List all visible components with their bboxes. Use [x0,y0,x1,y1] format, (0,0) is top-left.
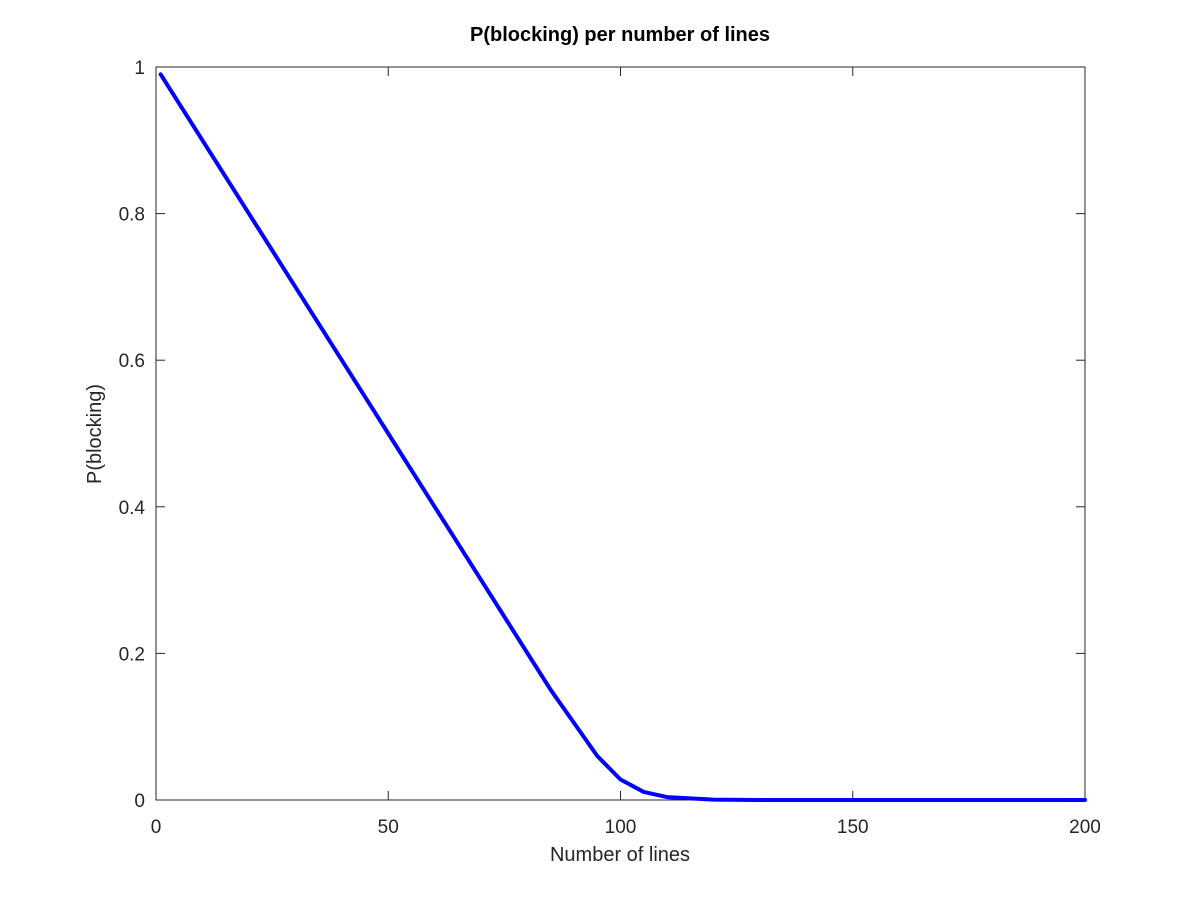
x-tick-label: 50 [378,817,399,838]
y-tick-label: 0.4 [119,498,146,519]
x-axis-label: Number of lines [550,844,690,866]
series-line [158,72,1087,802]
x-tick-label: 150 [837,817,869,838]
y-tick-label: 0.6 [119,351,145,372]
x-tick-label: 200 [1069,817,1101,838]
x-tick-label: 100 [605,817,637,838]
chart-title: P(blocking) per number of lines [470,24,770,46]
plot-frame [155,66,1086,801]
plot-area: 0 50 100 150 200 0 0.2 0.4 0.6 0.8 1 [119,58,1101,838]
y-axis-label: P(blocking) [84,384,106,484]
x-tick-label: 0 [151,817,162,838]
y-tick-label: 1 [134,58,145,79]
y-tick-label: 0.8 [119,205,145,226]
y-tick-label: 0 [134,791,145,812]
y-tick-label: 0.2 [119,644,145,665]
